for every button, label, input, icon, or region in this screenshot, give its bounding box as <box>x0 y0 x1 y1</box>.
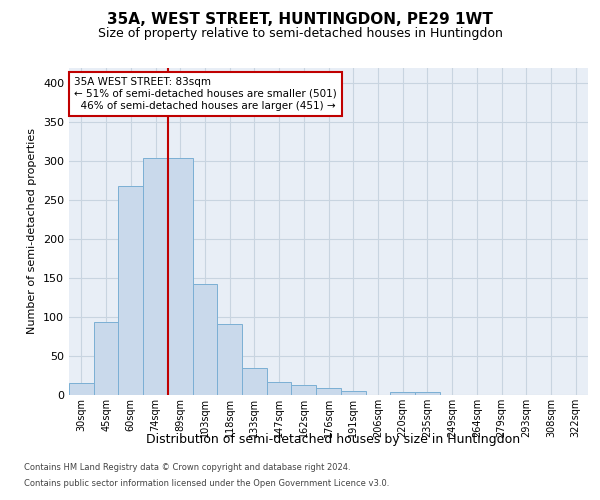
Bar <box>292 385 316 395</box>
Text: 35A WEST STREET: 83sqm
← 51% of semi-detached houses are smaller (501)
  46% of : 35A WEST STREET: 83sqm ← 51% of semi-det… <box>74 78 337 110</box>
Bar <box>168 158 193 395</box>
Bar <box>118 186 143 395</box>
Text: Size of property relative to semi-detached houses in Huntingdon: Size of property relative to semi-detach… <box>98 28 502 40</box>
Text: Contains HM Land Registry data © Crown copyright and database right 2024.: Contains HM Land Registry data © Crown c… <box>24 464 350 472</box>
Bar <box>316 388 341 395</box>
Text: Distribution of semi-detached houses by size in Huntingdon: Distribution of semi-detached houses by … <box>146 432 520 446</box>
Bar <box>267 382 292 395</box>
Y-axis label: Number of semi-detached properties: Number of semi-detached properties <box>28 128 37 334</box>
Bar <box>415 392 440 395</box>
Bar <box>341 391 365 395</box>
Bar <box>143 158 168 395</box>
Bar <box>69 384 94 395</box>
Bar <box>193 284 217 395</box>
Bar <box>390 392 415 395</box>
Bar <box>94 322 118 395</box>
Text: 35A, WEST STREET, HUNTINGDON, PE29 1WT: 35A, WEST STREET, HUNTINGDON, PE29 1WT <box>107 12 493 28</box>
Bar <box>242 368 267 395</box>
Text: Contains public sector information licensed under the Open Government Licence v3: Contains public sector information licen… <box>24 478 389 488</box>
Bar <box>217 324 242 395</box>
